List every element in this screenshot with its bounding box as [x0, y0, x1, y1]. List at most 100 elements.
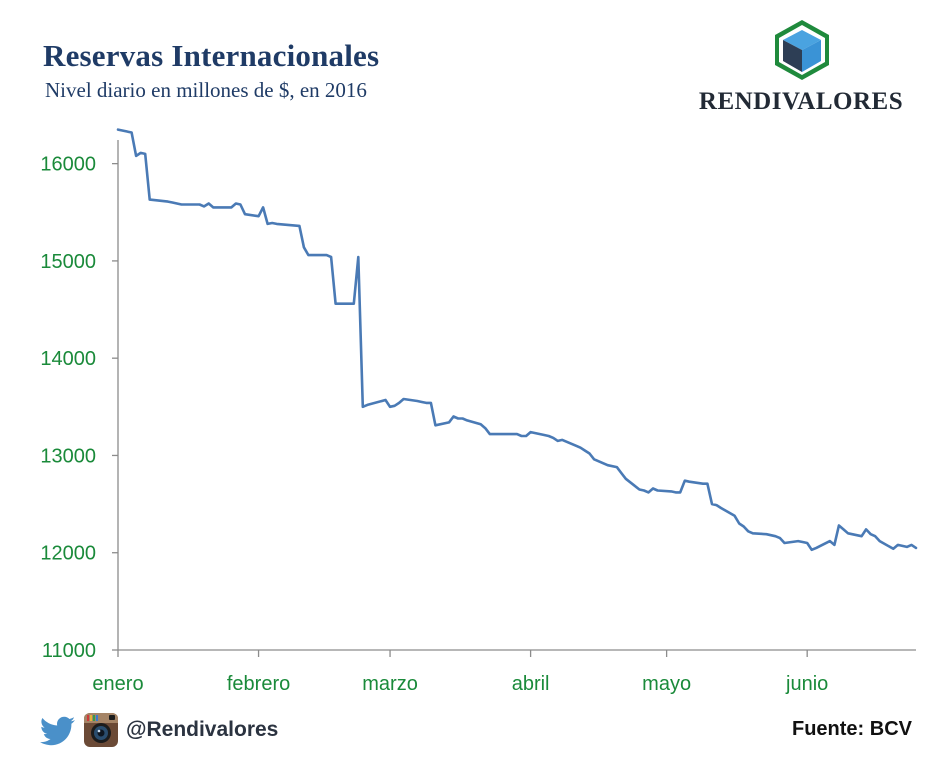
- data-point: [779, 537, 781, 539]
- data-point: [616, 466, 618, 468]
- data-point: [144, 153, 146, 155]
- data-point: [774, 535, 777, 537]
- data-point: [606, 464, 609, 467]
- data-point: [130, 131, 133, 134]
- chart-axes: [117, 140, 916, 651]
- data-point: [552, 437, 555, 439]
- data-point: [847, 532, 849, 535]
- data-point: [148, 198, 151, 201]
- data-point: [212, 206, 214, 209]
- chart-subtitle: Nivel diario en millones de $, en 2016: [45, 78, 367, 102]
- data-point: [516, 433, 518, 435]
- data-point: [525, 435, 527, 437]
- data-point: [656, 489, 659, 492]
- data-point: [706, 482, 709, 485]
- data-point: [321, 254, 323, 256]
- data-point: [520, 435, 523, 437]
- twitter-icon[interactable]: [40, 716, 76, 746]
- data-point: [257, 215, 260, 217]
- data-point: [897, 544, 899, 546]
- data-point: [135, 155, 137, 157]
- data-point: [393, 405, 396, 407]
- data-point: [271, 222, 274, 224]
- y-tick-label: 16000: [40, 154, 96, 176]
- data-point: [489, 433, 491, 435]
- data-point: [207, 202, 210, 205]
- data-point: [674, 491, 677, 494]
- brand-name: RENDIVALORES: [698, 88, 904, 115]
- data-point: [625, 478, 627, 480]
- data-point: [330, 256, 332, 258]
- x-tick-label: junio: [785, 673, 828, 695]
- data-point: [275, 223, 278, 225]
- data-point: [547, 435, 550, 437]
- data-point: [362, 406, 364, 408]
- data-point: [402, 398, 405, 400]
- data-point: [670, 490, 672, 493]
- chart-series: [116, 128, 918, 552]
- data-point: [638, 488, 641, 491]
- data-point: [869, 533, 872, 535]
- data-point: [838, 524, 840, 527]
- social-handle[interactable]: @Rendivalores: [126, 718, 279, 741]
- data-point: [353, 302, 355, 305]
- data-point: [865, 528, 867, 531]
- data-point: [171, 201, 174, 204]
- data-point: [421, 401, 423, 403]
- data-point: [874, 535, 876, 537]
- data-point: [815, 547, 818, 549]
- data-point: [117, 128, 119, 131]
- data-point: [466, 419, 468, 422]
- data-point: [298, 225, 301, 227]
- chart-ticks: 11000 12000 13000 14000 15000 16000 enero febre…: [40, 154, 828, 695]
- x-tick-label: marzo: [362, 673, 418, 695]
- source-note: Fuente: BCV: [792, 718, 912, 740]
- y-tick-label: 15000: [40, 251, 96, 273]
- brand-logo: RENDIVALORES: [695, 18, 915, 118]
- chart-title: Reservas Internacionales: [43, 38, 380, 73]
- data-point: [176, 202, 178, 205]
- data-point: [647, 491, 650, 494]
- data-point: [715, 504, 718, 506]
- data-point: [770, 534, 772, 536]
- data-point: [688, 480, 691, 483]
- data-point: [720, 507, 722, 509]
- instagram-icon[interactable]: [83, 712, 119, 748]
- x-tick-label: febrero: [227, 673, 290, 695]
- data-point: [430, 402, 432, 404]
- data-point: [543, 434, 545, 436]
- data-point: [557, 440, 559, 442]
- data-point: [461, 417, 464, 420]
- data-point: [339, 302, 342, 305]
- data-point: [742, 525, 745, 528]
- data-point: [398, 402, 400, 404]
- data-point: [511, 433, 514, 435]
- data-point: [901, 545, 904, 547]
- data-point: [878, 540, 881, 542]
- data-point: [384, 399, 387, 401]
- data-point: [457, 417, 459, 420]
- data-point: [575, 444, 577, 447]
- data-point: [479, 423, 482, 426]
- data-point: [180, 203, 183, 206]
- data-point: [593, 458, 595, 461]
- data-point: [434, 424, 437, 427]
- data-point: [747, 530, 749, 533]
- data-point: [652, 487, 654, 490]
- data-point: [425, 402, 428, 404]
- data-point: [860, 535, 863, 537]
- data-point: [325, 254, 328, 256]
- data-point: [892, 548, 895, 550]
- data-point: [448, 421, 450, 424]
- data-point: [139, 152, 142, 154]
- y-tick-label: 12000: [40, 543, 96, 565]
- x-tick-label: abril: [512, 673, 550, 695]
- data-point: [702, 482, 704, 485]
- data-point: [797, 540, 799, 542]
- data-point: [226, 206, 228, 209]
- data-point: [588, 452, 591, 455]
- data-point: [801, 541, 804, 543]
- data-point: [389, 406, 391, 408]
- y-tick-label: 11000: [42, 640, 96, 662]
